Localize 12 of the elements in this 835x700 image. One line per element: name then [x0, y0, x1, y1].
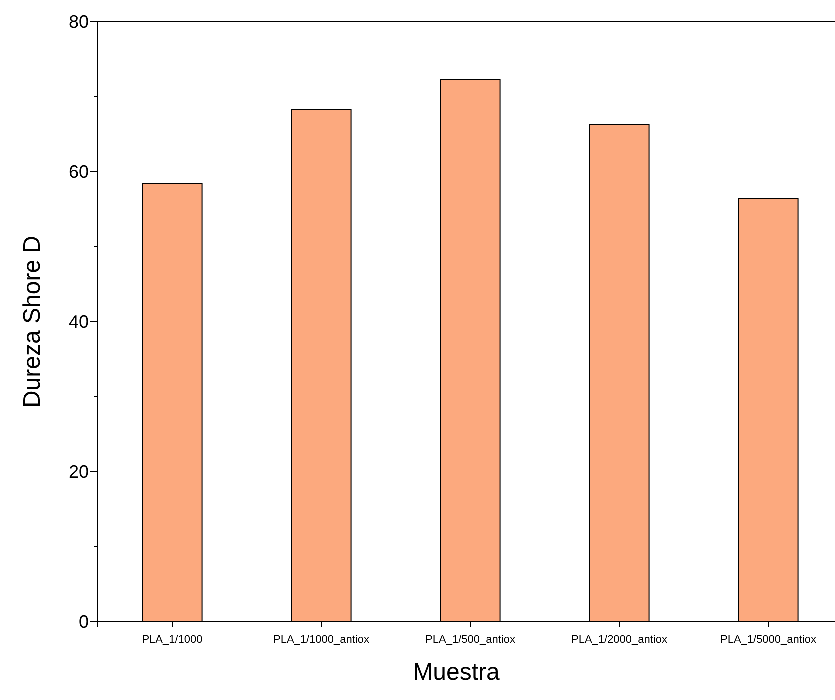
x-tick-label: PLA_1/1000 — [142, 634, 203, 646]
y-tick-label: 20 — [68, 462, 89, 482]
x-tick-label: PLA_1/500_antiox — [426, 634, 516, 646]
y-tick-label: 0 — [78, 612, 89, 632]
x-tick-label: PLA_1/1000_antiox — [273, 634, 370, 646]
y-axis-title: Dureza Shore D — [19, 236, 46, 408]
x-tick-label: PLA_1/5000_antiox — [720, 634, 818, 646]
y-tick-label: 60 — [68, 162, 89, 182]
y-tick-label: 40 — [68, 312, 89, 332]
x-axis-title: Muestra — [413, 659, 500, 686]
y-tick-label: 80 — [68, 12, 89, 32]
x-tick-label: PLA_1/2000_antiox — [571, 634, 668, 646]
